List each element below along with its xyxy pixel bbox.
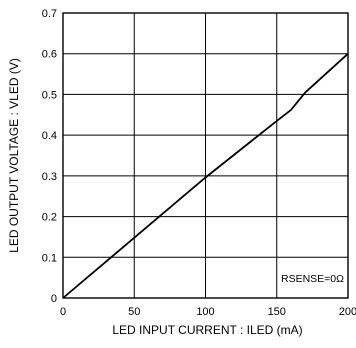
x-axis-label: LED INPUT CURRENT : ILED (mA)	[112, 323, 302, 337]
y-tick-label: 0.6	[42, 49, 57, 61]
x-tick-label: 50	[128, 306, 140, 318]
y-axis-label: LED OUTPUT VOLTAGE : VLED (V)	[7, 58, 21, 253]
y-tick-label: 0.2	[42, 212, 57, 224]
x-tick-labels: 0 50 100 150 200	[60, 306, 356, 318]
x-tick-label: 100	[196, 306, 214, 318]
x-tick-label: 200	[339, 306, 356, 318]
y-tick-label: 0.3	[42, 171, 57, 183]
y-tick-label: 0.5	[42, 89, 57, 101]
y-tick-labels: 0 0.1 0.2 0.3 0.4 0.5 0.6 0.7	[42, 8, 57, 305]
x-tick-label: 150	[268, 306, 286, 318]
series-line	[62, 53, 349, 299]
annotation-rsense: RSENSE=0Ω	[281, 273, 344, 285]
y-tick-label: 0.4	[42, 130, 57, 142]
grid	[63, 13, 348, 298]
y-tick-label: 0.7	[42, 8, 57, 20]
plot-frame	[62, 12, 349, 299]
x-tick-label: 0	[60, 306, 66, 318]
y-tick-label: 0	[51, 293, 57, 305]
y-tick-label: 0.1	[42, 252, 57, 264]
